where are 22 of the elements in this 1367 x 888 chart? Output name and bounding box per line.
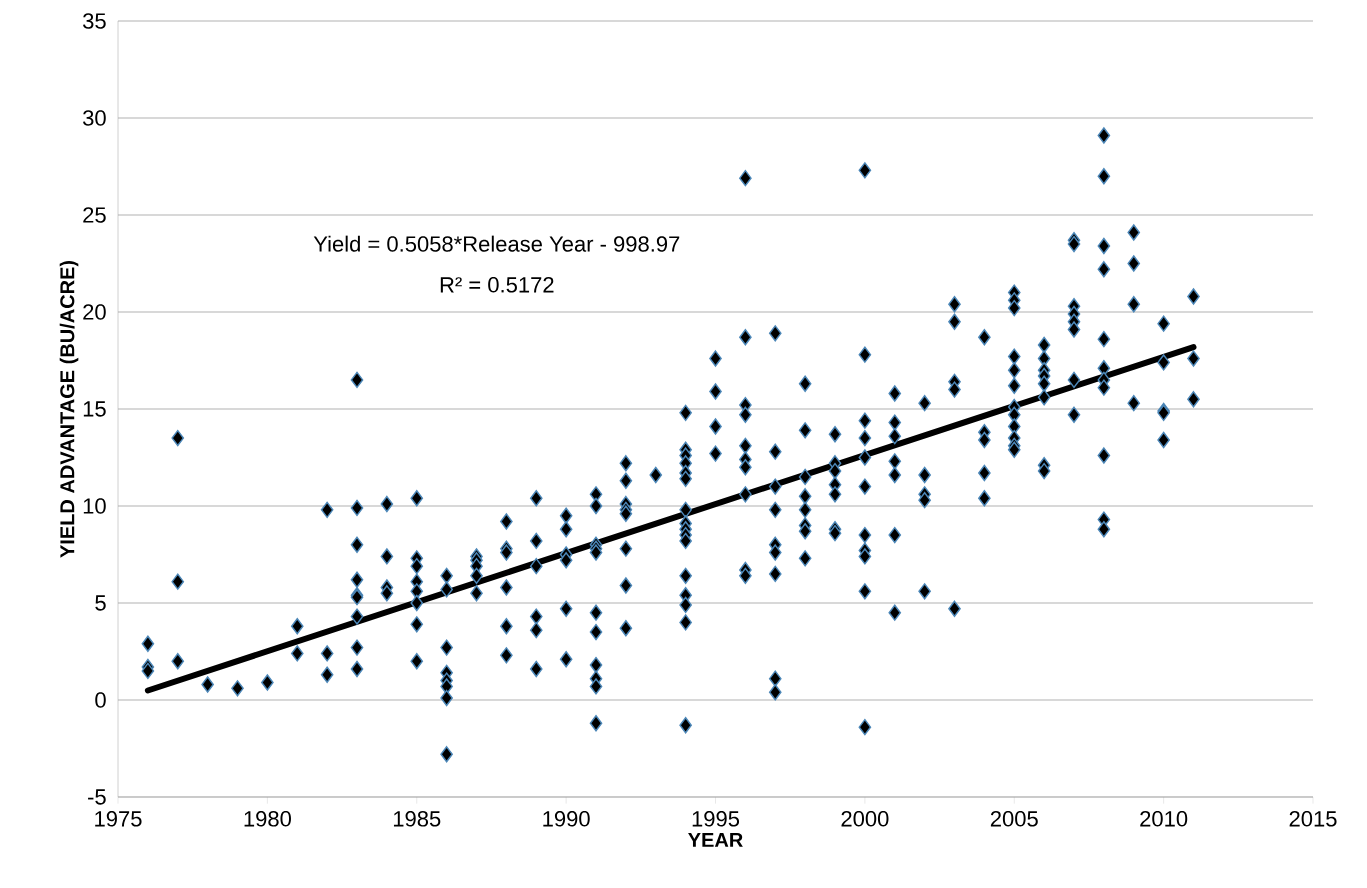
- y-tick-label: 10: [83, 498, 106, 514]
- x-tick-label: 2010: [1140, 811, 1188, 827]
- y-axis-title: YIELD ADVANTAGE (BU/ACRE): [59, 260, 79, 558]
- y-tick-label: 20: [83, 304, 106, 320]
- x-tick-label: 2000: [841, 811, 889, 827]
- y-tick-label: 35: [83, 13, 106, 29]
- x-tick-label: 2005: [990, 811, 1038, 827]
- y-tick-label: 30: [83, 110, 106, 126]
- annotation: Yield = 0.5058*Release Year - 998.97: [313, 235, 680, 252]
- x-tick-label: 1990: [543, 811, 590, 827]
- y-tick-label: -5: [88, 789, 106, 805]
- y-tick-label: 25: [83, 207, 106, 223]
- x-tick-label: 1995: [692, 811, 740, 827]
- annotation: R² = 0.5172: [440, 277, 554, 293]
- x-tick-label: 1985: [393, 811, 441, 827]
- x-tick-label: 2015: [1289, 811, 1337, 827]
- x-axis-title: YEAR: [688, 833, 743, 847]
- y-tick-label: 5: [95, 595, 106, 611]
- y-tick-label: 0: [95, 692, 106, 708]
- x-tick-label: 1980: [244, 811, 291, 827]
- x-tick-label: 1975: [95, 811, 142, 827]
- y-tick-label: 15: [83, 401, 106, 417]
